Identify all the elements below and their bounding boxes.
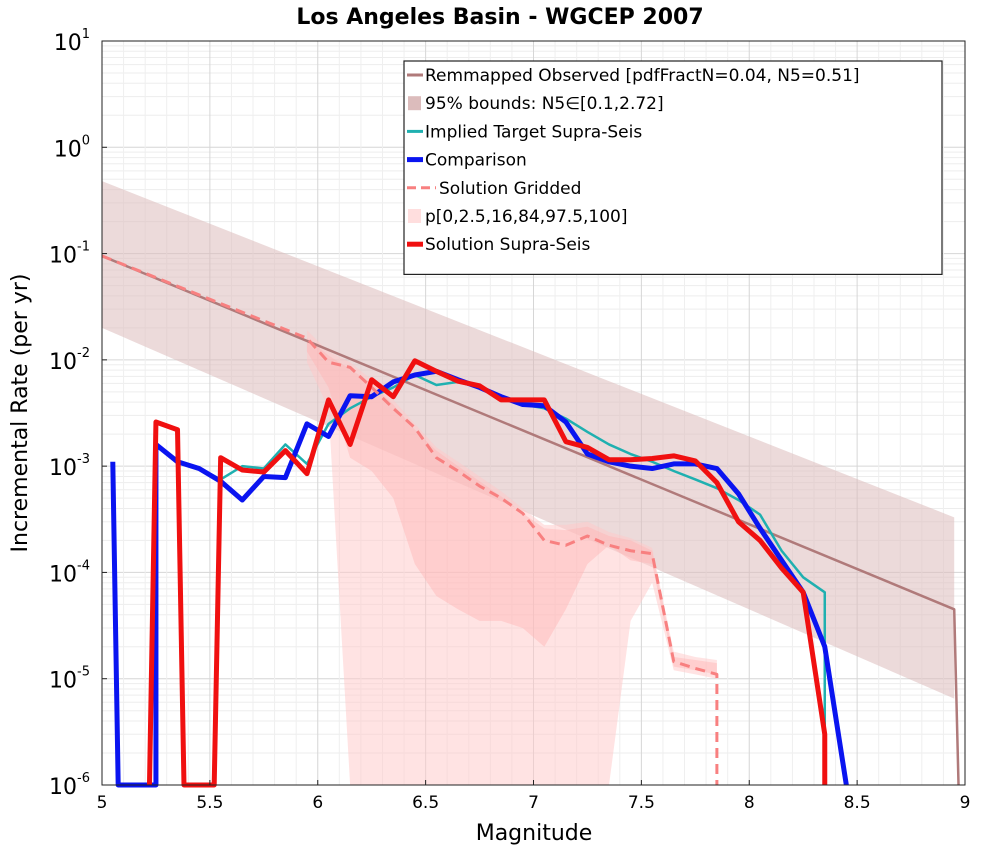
y-tick-label: 10-5 xyxy=(49,665,90,694)
x-tick-label: 7 xyxy=(528,793,539,813)
legend-swatch xyxy=(408,96,421,111)
x-ticks: 5 5.5 6 6.5 7 7.5 8 8.5 9 xyxy=(97,780,971,813)
legend-label: Solution Gridded xyxy=(439,179,581,199)
y-axis-label: Incremental Rate (per yr) xyxy=(8,274,33,553)
x-tick-label: 6 xyxy=(312,793,323,813)
x-tick-label: 8 xyxy=(744,793,755,813)
legend-label: 95% bounds: N5∈[0.1,2.72] xyxy=(425,94,664,114)
legend-label: p[0,2.5,16,84,97.5,100] xyxy=(425,207,628,227)
legend-label: Remmapped Observed [pdfFractN=0.04, N5=0… xyxy=(425,66,860,86)
y-tick-label: 10-3 xyxy=(49,452,90,481)
x-tick-label: 5 xyxy=(97,793,108,813)
legend-swatch xyxy=(408,209,421,223)
band-0 xyxy=(102,181,955,785)
x-tick-label: 7.5 xyxy=(628,793,655,813)
x-axis-label: Magnitude xyxy=(476,821,593,846)
y-tick-label: 10-6 xyxy=(49,771,90,800)
x-tick-label: 9 xyxy=(960,793,971,813)
x-tick-label: 5.5 xyxy=(196,793,223,813)
legend: Remmapped Observed [pdfFractN=0.04, N5=0… xyxy=(403,60,943,275)
y-tick-label: 101 xyxy=(54,27,90,56)
y-ticks: 10-6 10-5 10-4 10-3 10-2 10-1 100 101 xyxy=(49,27,107,800)
series-lines xyxy=(101,254,960,788)
uncertainty-bands xyxy=(102,181,955,785)
legend-label: Comparison xyxy=(425,151,527,171)
x-tick-label: 6.5 xyxy=(412,793,439,813)
y-tick-label: 10-1 xyxy=(49,240,90,269)
legend-label: Solution Supra-Seis xyxy=(425,235,591,255)
y-tick-label: 10-4 xyxy=(49,558,90,587)
band-2 xyxy=(306,338,717,675)
series-line-4 xyxy=(146,358,828,788)
series-line-0 xyxy=(101,254,960,786)
chart-title: Los Angeles Basin - WGCEP 2007 xyxy=(296,5,703,30)
band-1 xyxy=(306,330,717,785)
x-tick-label: 8.5 xyxy=(844,793,871,813)
y-tick-label: 100 xyxy=(54,133,90,162)
legend-label: Implied Target Supra-Seis xyxy=(425,122,642,142)
series-line-3 xyxy=(101,254,719,785)
legend-box xyxy=(403,60,943,275)
y-tick-label: 10-2 xyxy=(49,346,90,375)
